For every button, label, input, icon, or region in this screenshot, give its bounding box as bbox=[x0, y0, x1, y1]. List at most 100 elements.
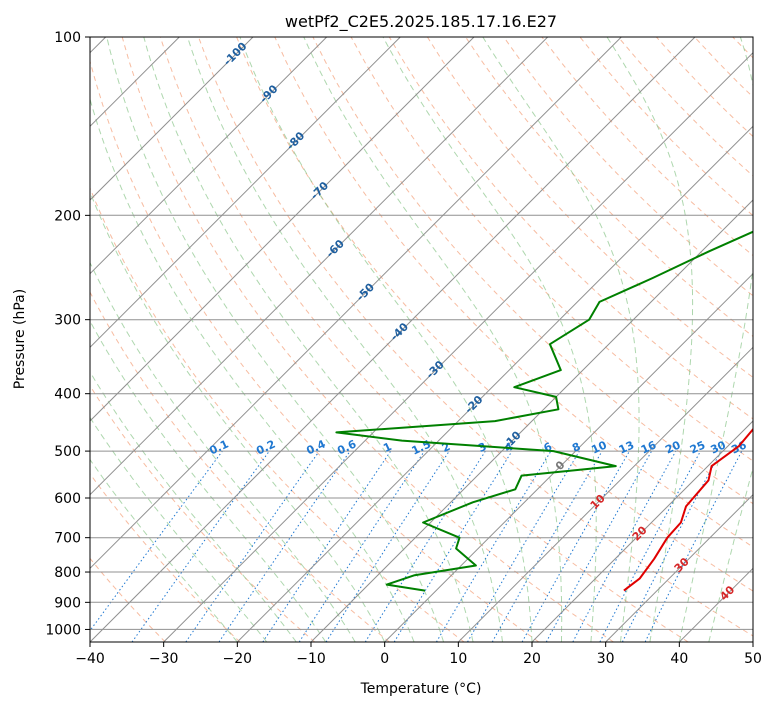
mixing-ratio-line bbox=[218, 450, 351, 642]
dry-adiabat-line bbox=[236, 37, 753, 592]
moist-adiabat-line bbox=[90, 370, 297, 642]
dry-adiabat-line bbox=[274, 37, 753, 548]
temperature-profile-line bbox=[623, 427, 753, 592]
isotherm-line bbox=[236, 125, 753, 642]
dry-adiabat-line bbox=[350, 37, 753, 462]
isotherm-line bbox=[90, 37, 328, 275]
x-tick-label: 10 bbox=[449, 651, 467, 667]
mixing-ratio-label: 25 bbox=[688, 438, 707, 456]
mixing-ratio-line bbox=[393, 450, 513, 642]
mixing-ratio-line bbox=[644, 450, 743, 642]
moist-adiabat-line bbox=[382, 37, 597, 642]
moist-adiabat-line bbox=[90, 261, 356, 642]
plot-frame bbox=[89, 36, 754, 643]
x-tick-label: 0 bbox=[380, 651, 389, 667]
y-axis-label: Pressure (hPa) bbox=[12, 289, 28, 389]
mixing-ratio-line bbox=[572, 450, 677, 642]
moist-adiabats bbox=[90, 37, 753, 642]
moist-adiabat-line bbox=[303, 37, 563, 642]
mixing-ratio-line bbox=[325, 450, 450, 642]
x-tick-label: −20 bbox=[223, 651, 253, 667]
dry-adiabat-line bbox=[159, 37, 689, 642]
moist-adiabat-line bbox=[90, 320, 327, 642]
mixing-ratio-label: 20 bbox=[663, 438, 683, 456]
moist-adiabat-line bbox=[239, 37, 533, 642]
mixing-ratio-line bbox=[545, 450, 653, 642]
chart-title: wetPf2_C2E5.2025.185.17.16.E27 bbox=[285, 12, 557, 32]
mixing-ratio-label: 13 bbox=[617, 438, 636, 456]
dry-adiabat-line bbox=[465, 37, 753, 338]
y-tick-label: 800 bbox=[54, 565, 81, 581]
dry-adiabat-line bbox=[90, 472, 241, 642]
x-tick-label: −10 bbox=[296, 651, 326, 667]
y-tick-label: 400 bbox=[54, 387, 81, 403]
moist-adiabat-line bbox=[90, 190, 386, 642]
dry-adiabat-line bbox=[90, 557, 166, 642]
x-axis-ticks: −40 −30 −20 −10 0 10 20 30 40 50 bbox=[75, 642, 762, 667]
moist-adiabat-line bbox=[606, 37, 694, 642]
isotherm-line bbox=[90, 37, 401, 349]
mixing-ratio-line bbox=[185, 450, 320, 642]
dry-adiabat-line bbox=[90, 59, 540, 642]
isotherm-line bbox=[605, 493, 753, 642]
dry-adiabat-line bbox=[312, 37, 753, 505]
isotherm-line bbox=[90, 37, 622, 570]
y-tick-label: 1000 bbox=[45, 622, 81, 638]
isotherm-line bbox=[163, 51, 753, 642]
profile-series bbox=[335, 230, 753, 592]
mixing-ratio-line bbox=[131, 450, 270, 642]
mixing-ratio-line bbox=[262, 450, 392, 642]
x-tick-label: 50 bbox=[744, 651, 762, 667]
mixing-ratio-label: 10 bbox=[589, 438, 609, 456]
mixing-ratio-line bbox=[521, 450, 630, 642]
y-tick-label: 100 bbox=[54, 30, 81, 46]
isotherm-line bbox=[457, 346, 753, 642]
y-tick-label: 500 bbox=[54, 444, 81, 460]
isotherm-line bbox=[90, 37, 254, 201]
moist-adiabat-line bbox=[708, 465, 753, 642]
dry-adiabat-line bbox=[503, 37, 753, 297]
mixing-ratio-lines bbox=[90, 450, 743, 642]
moist-adiabat-line bbox=[187, 37, 503, 642]
mixing-ratio-label: 16 bbox=[639, 438, 659, 456]
x-tick-label: −40 bbox=[75, 651, 105, 667]
moist-adiabat-line bbox=[678, 37, 753, 642]
isotherm-line bbox=[531, 420, 753, 642]
isotherm-line bbox=[90, 37, 696, 642]
isotherm-line bbox=[310, 199, 753, 642]
isotherm-grid bbox=[90, 37, 753, 642]
x-axis-label: Temperature (°C) bbox=[360, 681, 482, 697]
x-tick-label: 40 bbox=[670, 651, 688, 667]
isobar-grid bbox=[90, 37, 753, 630]
mixing-ratio-label: 30 bbox=[709, 438, 729, 456]
x-tick-label: 20 bbox=[523, 651, 541, 667]
dry-adiabat-line bbox=[90, 384, 316, 642]
dry-adiabat-line bbox=[121, 37, 614, 642]
x-tick-label: −30 bbox=[149, 651, 179, 667]
dewpoint-profile-line bbox=[335, 230, 753, 592]
moist-adiabat-line bbox=[90, 416, 268, 642]
dry-adiabat-line bbox=[90, 291, 390, 642]
mixing-ratio-label: 36 bbox=[729, 438, 749, 456]
moist-adiabat-line bbox=[106, 37, 445, 642]
moist-adiabat-line bbox=[90, 458, 238, 642]
x-tick-label: 30 bbox=[597, 651, 615, 667]
dry-adiabat-line bbox=[388, 37, 753, 420]
y-tick-label: 200 bbox=[54, 208, 81, 224]
moist-adiabat-line bbox=[482, 37, 640, 642]
y-axis-ticks: 100 200 300 400 500 600 700 800 900 1000 bbox=[45, 30, 90, 638]
dry-adiabat-line bbox=[90, 186, 465, 642]
moist-adiabat-line bbox=[143, 37, 474, 642]
isotherm-line bbox=[384, 272, 753, 642]
y-tick-label: 300 bbox=[54, 313, 81, 329]
isotherm-line bbox=[90, 37, 549, 496]
y-tick-label: 900 bbox=[54, 595, 81, 611]
plot-area: 0.1 0.2 0.4 0.6 1 1.5 2 3 4 6 8 10 13 16 20 25 30 36-100-… bbox=[90, 37, 753, 642]
isotherm-line bbox=[90, 37, 475, 422]
mixing-ratio-line bbox=[298, 450, 425, 642]
y-tick-label: 600 bbox=[54, 491, 81, 507]
mixing-ratio-line bbox=[90, 450, 223, 632]
y-tick-label: 700 bbox=[54, 531, 81, 547]
